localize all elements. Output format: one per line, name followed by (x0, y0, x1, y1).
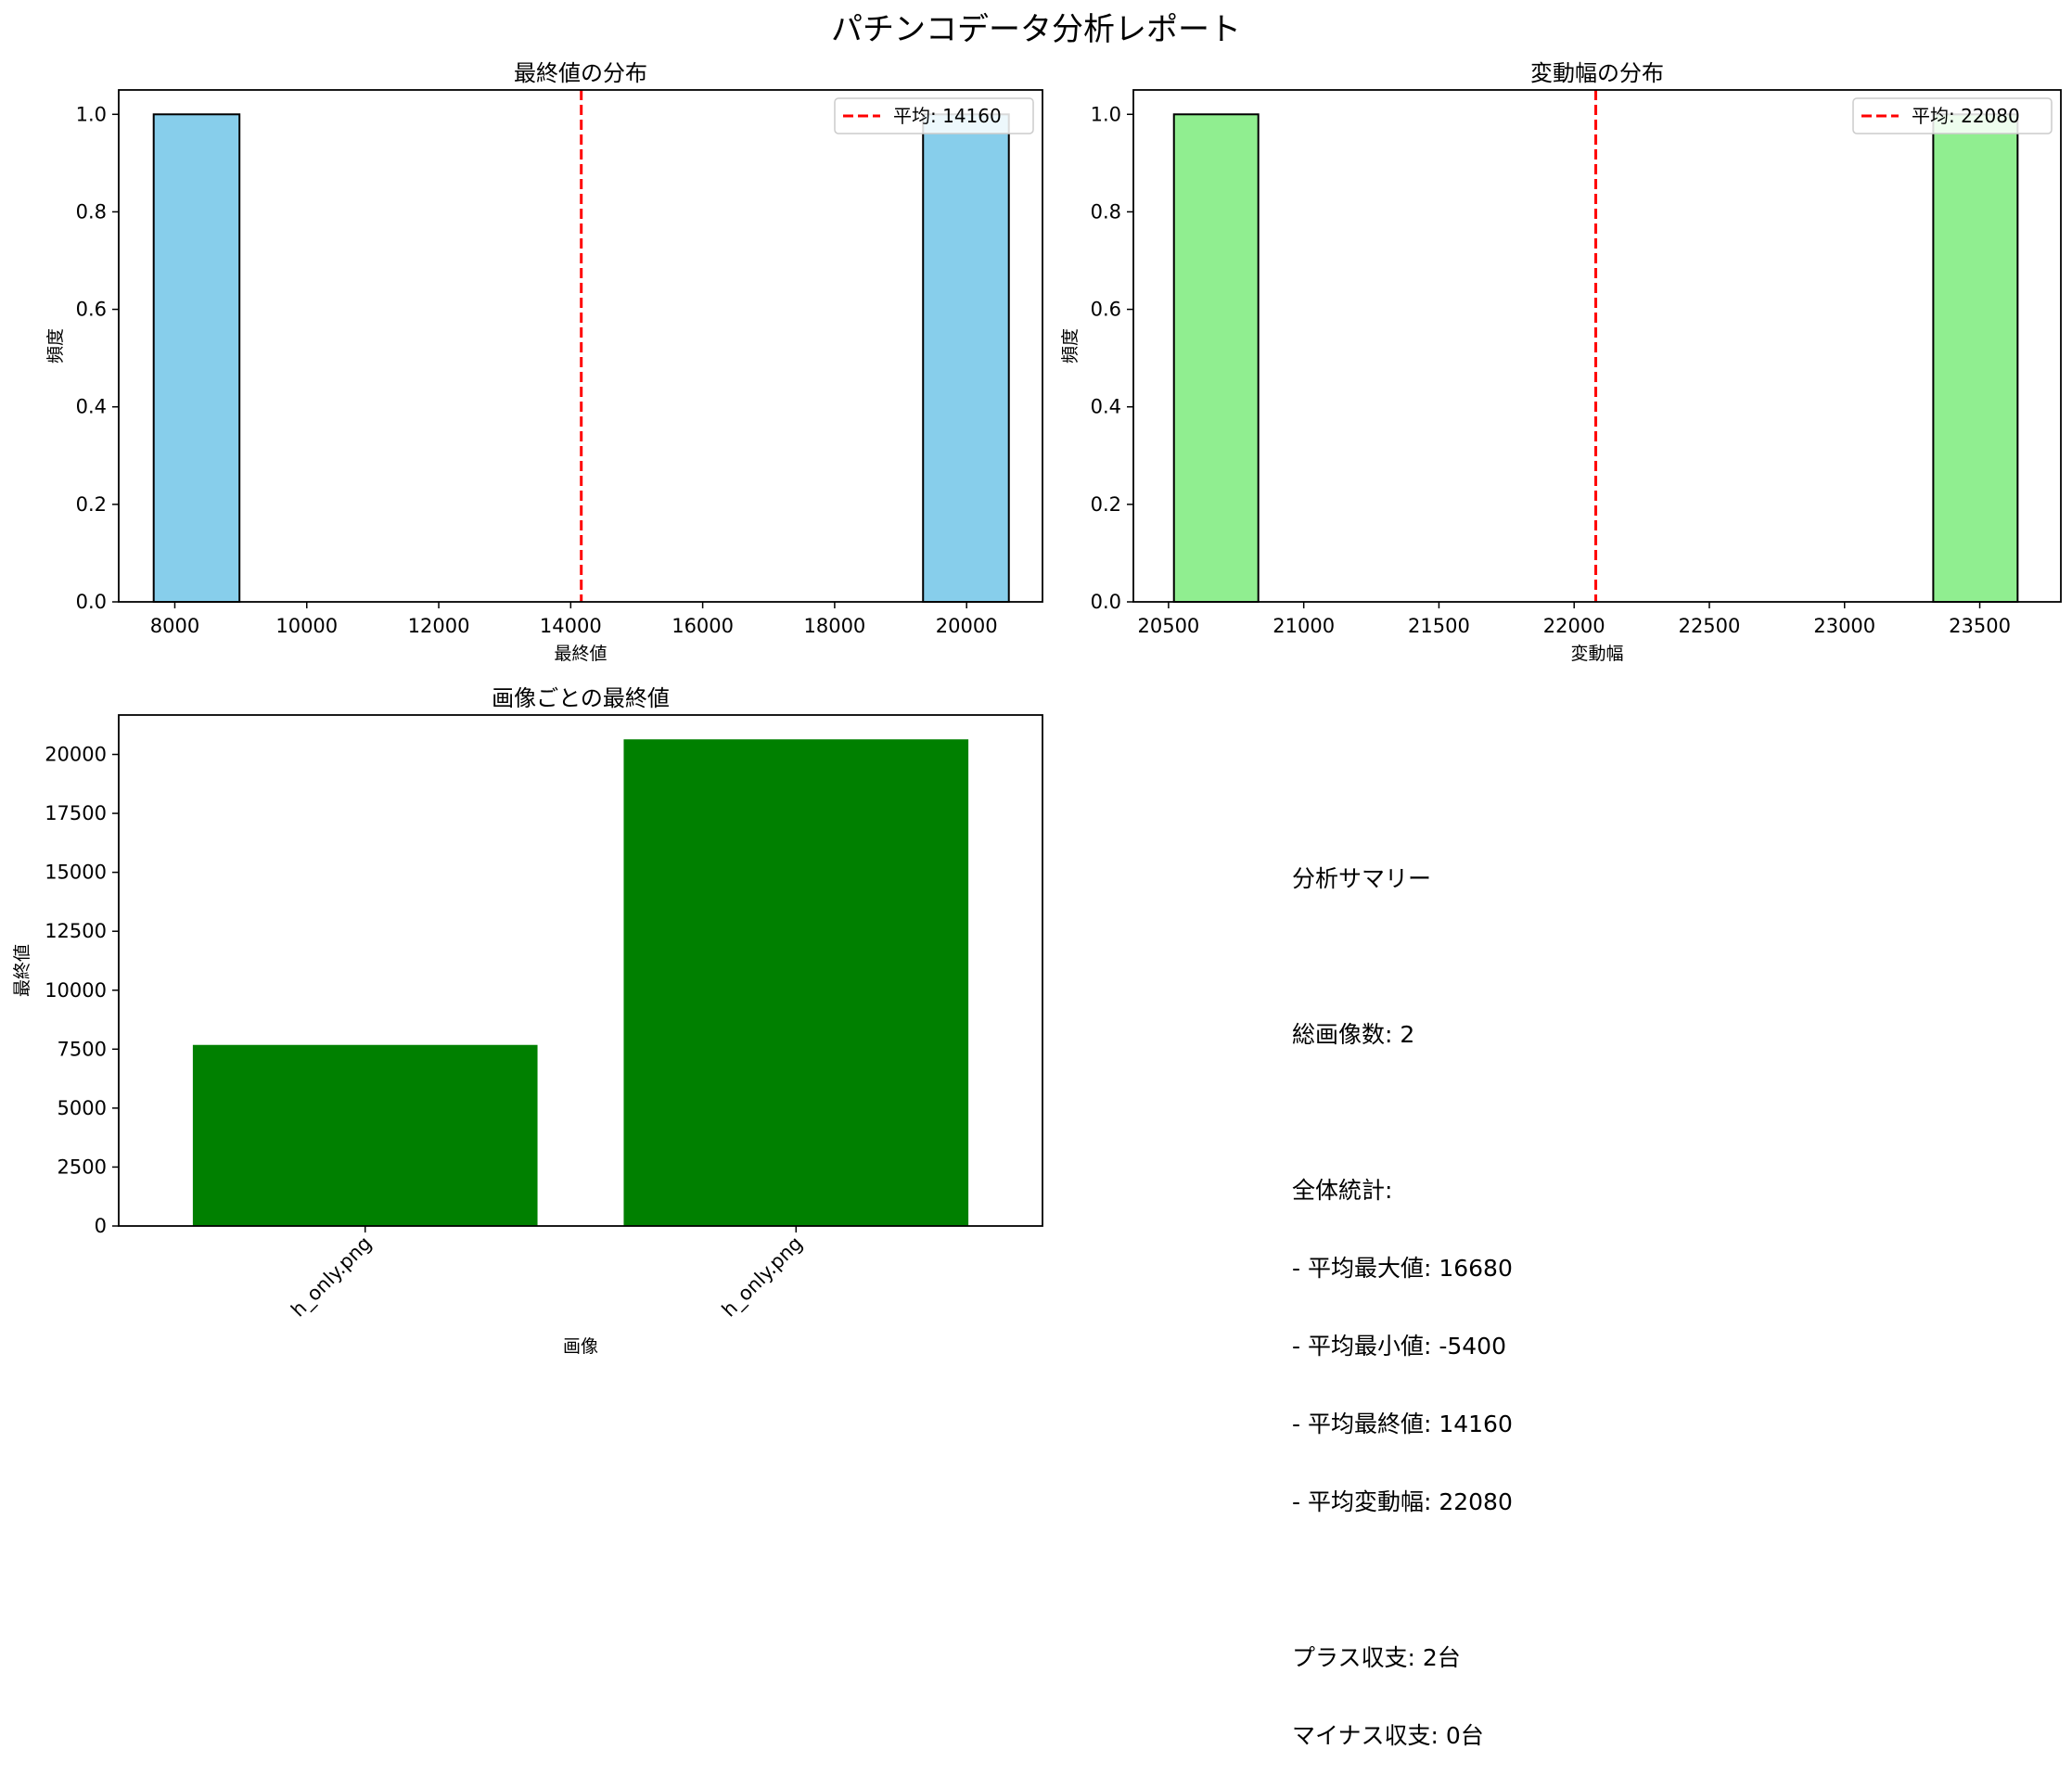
histogram-bar (1932, 113, 2019, 604)
histogram-bar (922, 113, 1010, 604)
histogram-bar (1172, 113, 1260, 604)
y-tick-label: 0.2 (1091, 493, 1121, 516)
y-tick-label: 0.4 (1091, 396, 1121, 418)
x-axis-label: 最終値 (554, 644, 607, 664)
x-tick-label: 23000 (1813, 615, 1875, 637)
histogram-bar (152, 113, 241, 604)
y-tick-label: 0 (95, 1215, 107, 1237)
x-axis-label: 変動幅 (1570, 644, 1623, 664)
x-tick-label: 20500 (1137, 615, 1199, 637)
x-axis-label: 画像 (563, 1336, 598, 1357)
x-tick-label: 21500 (1408, 615, 1470, 637)
summary-stat-range: - 平均変動幅: 22080 (1292, 1488, 1513, 1515)
y-tick-label: 1.0 (76, 103, 107, 125)
x-tick-label: 8000 (150, 615, 199, 637)
figure-title: パチンコデータ分析レポート (831, 11, 1241, 48)
x-tick-label: 16000 (671, 615, 734, 637)
summary-stat-max: - 平均最大値: 16680 (1292, 1255, 1513, 1282)
y-tick-label: 0.8 (76, 200, 107, 223)
y-axis-label: 最終値 (12, 944, 32, 997)
x-tick-label: 22000 (1543, 615, 1605, 637)
chart-title: 画像ごとの最終値 (492, 685, 670, 711)
chart-2 (1127, 89, 2062, 608)
y-tick-label: 12500 (45, 920, 107, 942)
legend-box (1852, 97, 2053, 134)
figure-canvas: 8000 10000 12000 14000 16000 18000 20000 0.0 0.2… (12, 60, 2062, 1357)
summary-stats-header: 全体統計: (1292, 1177, 1393, 1204)
y-tick-label: 7500 (58, 1038, 107, 1060)
y-axis-label: 頻度 (1060, 328, 1081, 364)
summary-spacer (1292, 1100, 1513, 1126)
x-tick-label: 12000 (408, 615, 470, 637)
x-tick-label: h_only.png (718, 1232, 808, 1322)
x-tick-label: 22500 (1679, 615, 1741, 637)
y-tick-label: 15000 (45, 862, 107, 884)
y-tick-label: 0.6 (76, 299, 107, 321)
axes-frame (118, 89, 1043, 603)
category-bar (192, 1044, 538, 1226)
y-tick-label: 1.0 (1091, 103, 1121, 125)
summary-total: 総画像数: 2 (1292, 1021, 1415, 1048)
legend-label: 平均: 14160 (893, 105, 1002, 127)
y-tick-label: 0.2 (76, 493, 107, 516)
x-tick-label: 14000 (540, 615, 602, 637)
y-tick-label: 0.0 (76, 591, 107, 613)
summary-title: 分析サマリー (1292, 865, 1432, 892)
axes-frame (118, 714, 1043, 1227)
x-tick-label: 18000 (803, 615, 865, 637)
y-tick-label: 2500 (58, 1156, 107, 1178)
chart-3 (112, 714, 1043, 1232)
y-tick-label: 17500 (45, 802, 107, 824)
summary-stat-final: - 平均最終値: 14160 (1292, 1411, 1513, 1437)
x-tick-label: 10000 (275, 615, 338, 637)
analysis-summary: 分析サマリー 総画像数: 2 全体統計: - 平均最大値: 16680 - 平均… (1292, 814, 1513, 1775)
y-tick-label: 0.6 (1091, 299, 1121, 321)
y-tick-label: 10000 (45, 979, 107, 1002)
x-tick-label: h_only.png (287, 1232, 377, 1322)
x-tick-label: 23500 (1949, 615, 2011, 637)
y-tick-label: 5000 (58, 1097, 107, 1119)
summary-minus: マイナス収支: 0台 (1292, 1722, 1484, 1749)
x-tick-label: 20000 (936, 615, 998, 637)
category-bar (623, 739, 969, 1226)
chart-1 (112, 89, 1043, 608)
chart-title: 変動幅の分布 (1530, 60, 1664, 86)
summary-spacer (1292, 944, 1513, 970)
y-tick-label: 0.4 (76, 396, 107, 418)
chart-title: 最終値の分布 (514, 60, 647, 86)
summary-spacer (1292, 1567, 1513, 1593)
y-tick-label: 0.0 (1091, 591, 1121, 613)
summary-plus: プラス収支: 2台 (1292, 1644, 1461, 1671)
summary-stat-min: - 平均最小値: -5400 (1292, 1333, 1506, 1360)
legend-label: 平均: 22080 (1912, 105, 2020, 127)
y-tick-label: 0.8 (1091, 200, 1121, 223)
y-tick-label: 20000 (45, 744, 107, 766)
legend-box (834, 97, 1034, 134)
x-tick-label: 21000 (1273, 615, 1335, 637)
y-axis-label: 頻度 (45, 328, 66, 364)
axes-frame (1132, 89, 2062, 603)
